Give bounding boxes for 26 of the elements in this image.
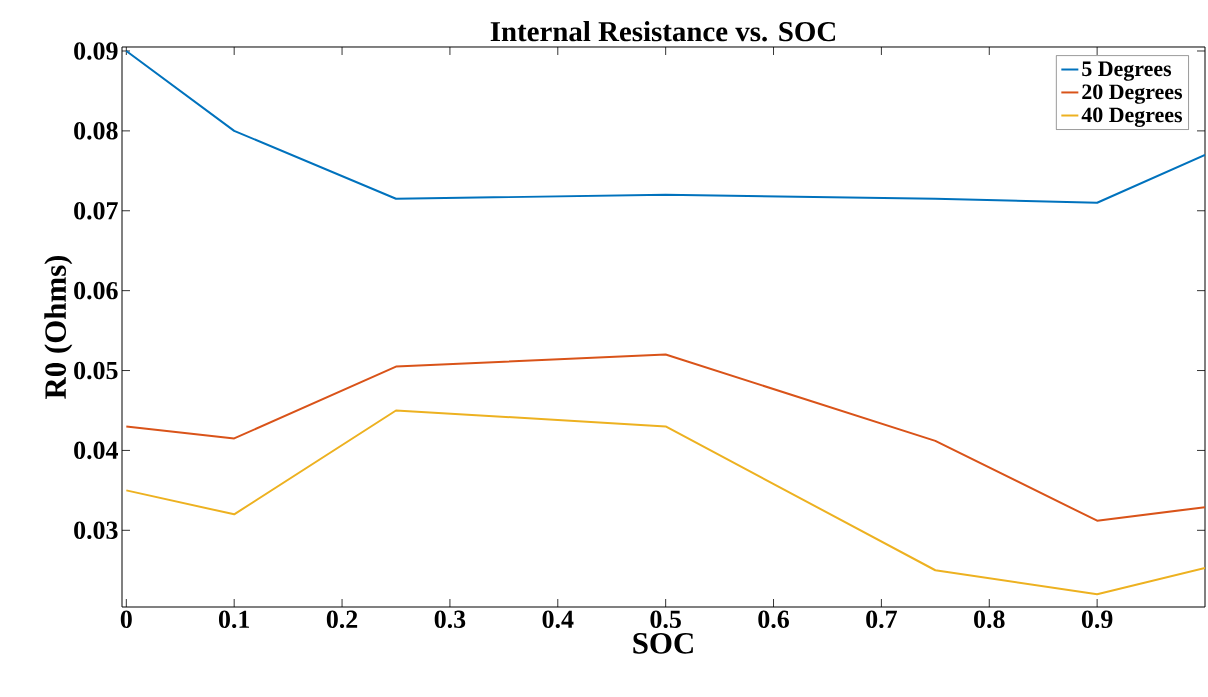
y-tick-label: 0.09 <box>74 42 118 60</box>
x-tick-label: 0.7 <box>866 610 897 629</box>
y-tick-label: 0.08 <box>74 122 118 140</box>
x-tick-label: 0.2 <box>326 610 358 629</box>
y-axis-title: R0 (Ohms) <box>44 255 73 399</box>
x-tick-label: 0.8 <box>974 610 1005 629</box>
x-tick-label: 0.5 <box>650 610 681 629</box>
y-tick-label: 0.04 <box>74 441 118 460</box>
legend-label: 5 Degrees <box>1082 61 1172 81</box>
legend-label: 20 Degrees <box>1082 84 1183 104</box>
x-tick-label: 0.4 <box>542 610 574 629</box>
line-series <box>125 353 1205 522</box>
x-tick-label: 0.9 <box>1081 610 1113 629</box>
y-tick-label: 0.05 <box>74 361 118 380</box>
x-tick-label: 0.3 <box>434 610 466 629</box>
x-tick-label: 0 <box>120 610 132 628</box>
chart-title: Internal Resistance vs. SOC <box>490 21 836 42</box>
y-tick-label: 0.03 <box>74 521 118 540</box>
x-axis-title: SOC <box>633 632 693 654</box>
x-tick-label: 0.1 <box>218 610 250 629</box>
line-series <box>125 49 1205 204</box>
x-tick-label: 0.6 <box>758 610 789 629</box>
y-tick-label: 0.07 <box>74 201 118 220</box>
y-tick-label: 0.06 <box>74 281 118 300</box>
legend-label: 40 Degrees <box>1081 107 1183 127</box>
line-series <box>125 409 1205 596</box>
